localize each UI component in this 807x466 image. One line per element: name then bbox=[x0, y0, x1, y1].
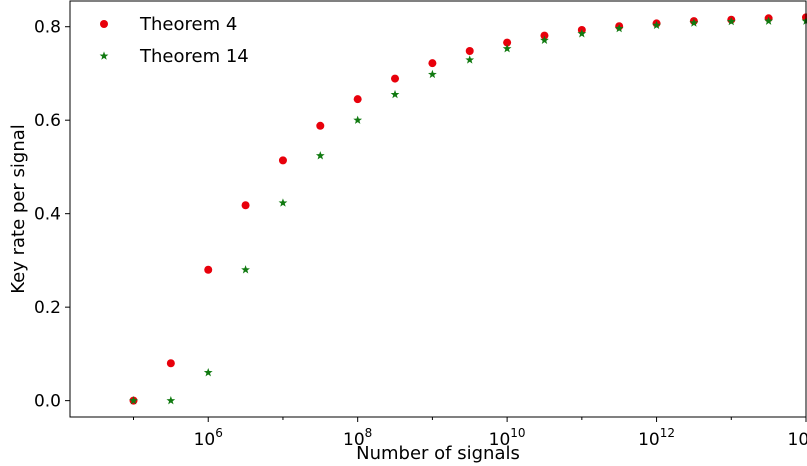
series-1-point-11 bbox=[503, 38, 512, 47]
series-1-point-8 bbox=[391, 74, 400, 83]
x-tick-label: 108 bbox=[343, 426, 372, 450]
y-tick-label: 0.2 bbox=[34, 298, 61, 318]
series-2-point-15 bbox=[652, 20, 661, 30]
series-2-point-11 bbox=[502, 44, 512, 53]
legend-marker-2 bbox=[99, 51, 109, 60]
series-2-point-5 bbox=[278, 198, 288, 207]
series-1-point-9 bbox=[428, 59, 437, 68]
x-tick-label: 1012 bbox=[638, 426, 675, 450]
series-2-point-17 bbox=[726, 16, 736, 26]
series-2-point-3 bbox=[203, 368, 213, 377]
legend-item-2: Theorem 14 bbox=[99, 46, 249, 67]
series-2-point-9 bbox=[428, 69, 437, 79]
legend-item-1: Theorem 4 bbox=[100, 14, 237, 35]
series-2-point-14 bbox=[614, 23, 624, 33]
series-2-point-1 bbox=[129, 396, 138, 405]
series-1-point-7 bbox=[353, 95, 362, 104]
x-tick-label: 1014 bbox=[788, 426, 807, 450]
series-2-point-4 bbox=[241, 265, 250, 274]
legend-label-2: Theorem 14 bbox=[139, 46, 249, 67]
y-tick-label: 0.8 bbox=[34, 18, 61, 38]
data-points bbox=[129, 13, 807, 405]
legend-marker-1 bbox=[100, 20, 108, 28]
series-1-point-12 bbox=[540, 31, 549, 40]
series-1-point-4 bbox=[241, 201, 250, 210]
series-1-point-6 bbox=[316, 121, 325, 130]
plot-frame bbox=[69, 0, 807, 418]
legend: Theorem 4 Theorem 14 bbox=[99, 14, 249, 67]
y-tick-label: 0.4 bbox=[34, 205, 61, 225]
legend-label-1: Theorem 4 bbox=[139, 14, 237, 35]
series-1-point-3 bbox=[204, 265, 213, 274]
x-axis-label: Number of signals bbox=[356, 443, 520, 464]
y-axis-ticks: 0.0 0.2 0.4 0.6 0.8 bbox=[34, 18, 70, 412]
series-2-point-16 bbox=[689, 18, 699, 27]
y-axis-label: Key rate per signal bbox=[8, 124, 29, 294]
series-2-point-18 bbox=[764, 16, 773, 25]
series-1-point-2 bbox=[166, 359, 175, 368]
series-2-point-6 bbox=[315, 151, 325, 160]
series-2-point-7 bbox=[353, 115, 363, 124]
x-axis-ticks: 106 108 1010 1012 1014 bbox=[133, 417, 807, 450]
y-tick-label: 0.0 bbox=[34, 392, 61, 412]
series-2-point-12 bbox=[540, 35, 549, 44]
series-1-point-5 bbox=[278, 156, 287, 165]
series-2 bbox=[129, 16, 807, 405]
series-2-point-10 bbox=[465, 55, 475, 64]
y-tick-label: 0.6 bbox=[34, 111, 61, 131]
x-tick-label: 1010 bbox=[489, 426, 526, 450]
series-1-point-10 bbox=[465, 47, 474, 56]
series-2-point-2 bbox=[166, 396, 176, 405]
x-tick-label: 106 bbox=[194, 426, 223, 450]
series-2-point-8 bbox=[390, 89, 400, 99]
series-2-point-13 bbox=[577, 29, 587, 38]
